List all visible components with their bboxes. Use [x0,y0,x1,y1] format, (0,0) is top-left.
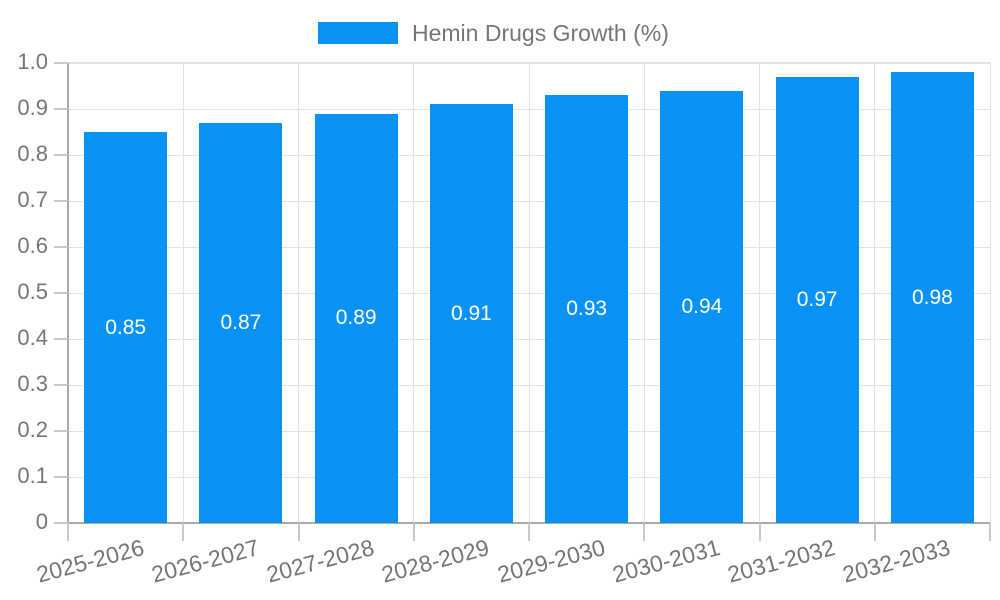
y-tick-label: 0.1 [17,463,48,488]
gridline-vertical [413,63,415,523]
bar [314,113,398,523]
bar-value-label: 0.89 [335,306,377,330]
y-axis-tick [54,246,68,248]
y-axis-tick [54,338,68,340]
y-tick-label: 0 [35,509,48,534]
y-axis-tick [54,522,68,524]
y-tick-label: 0.7 [17,187,48,212]
gridline-vertical [874,63,876,523]
y-tick-label: 0.6 [17,233,48,258]
x-axis-tick [758,523,761,541]
bar-value-label: 0.97 [796,287,838,311]
x-axis-tick [412,523,415,541]
x-axis-tick [182,523,185,541]
x-axis-tick [643,523,646,541]
y-axis-tick [54,292,68,294]
x-axis-tick [989,523,991,541]
bar [660,90,744,523]
y-axis-tick [54,154,68,156]
y-axis-tick [54,384,68,386]
bar [775,76,859,523]
bar-value-label: 0.98 [911,285,953,309]
bar [84,132,168,523]
gridline-vertical [643,63,645,523]
bar [429,104,513,523]
y-tick-label: 0.3 [17,371,48,396]
gridline-vertical [528,63,530,523]
bar [199,122,283,523]
y-axis-tick [54,430,68,432]
bar-value-label: 0.87 [220,310,262,334]
y-axis-tick [54,200,68,202]
x-axis-tick [873,523,876,541]
legend-label: Hemin Drugs Growth (%) [412,19,669,46]
y-axis-tick [54,62,68,64]
gridline-vertical [182,63,184,523]
gridline-vertical [298,63,299,523]
bar-value-label: 0.93 [566,297,608,321]
x-axis-tick [528,523,530,541]
y-tick-label: 0.5 [17,279,48,304]
y-tick-label: 0.4 [17,325,48,350]
y-axis-line [67,63,69,523]
bar [545,95,629,523]
y-tick-label: 0.9 [17,95,48,120]
y-axis-tick [54,476,68,478]
gridline-vertical [759,63,760,523]
legend-swatch [318,22,398,44]
y-axis-tick [54,108,68,110]
x-axis-tick [67,523,69,541]
bar-value-label: 0.91 [450,301,492,325]
plot-area: 0.85 0.87 0.89 0.91 0.93 0.94 0.97 0.98 [54,62,991,541]
bar-value-label: 0.85 [105,315,147,339]
legend-item[interactable]: Hemin Drugs Growth (%) [318,20,669,46]
y-tick-label: 0.8 [17,141,48,166]
bar-value-label: 0.94 [681,294,723,318]
x-axis-tick [297,523,300,541]
y-tick-label: 0.2 [17,417,48,442]
bar [890,72,974,523]
y-tick-label: 1.0 [17,49,48,74]
